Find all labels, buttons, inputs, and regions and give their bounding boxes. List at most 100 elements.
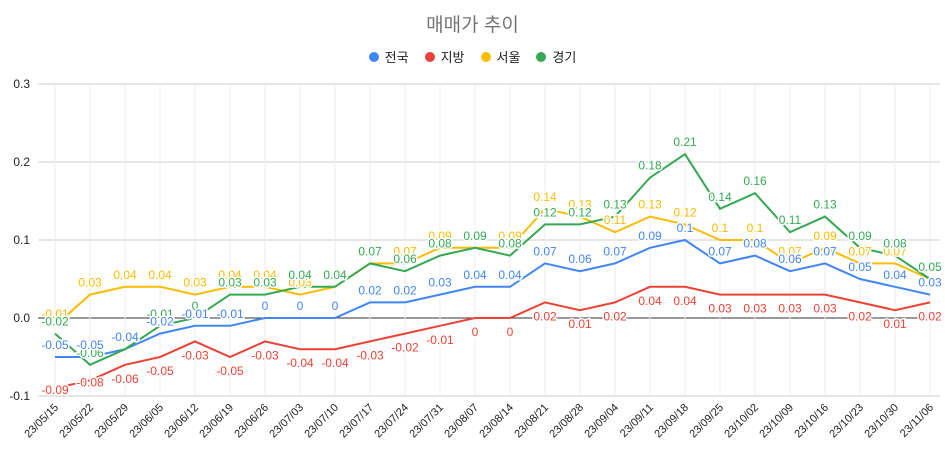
data-label: 0.1 [712, 221, 729, 235]
x-tick-label: 23/10/09 [757, 402, 796, 441]
data-label: -0.09 [41, 383, 69, 397]
data-label: -0.05 [41, 338, 69, 352]
data-label: 0.02 [393, 283, 417, 297]
legend-swatch [424, 51, 435, 62]
data-label: 0.03 [813, 302, 837, 316]
data-label: 0.04 [673, 294, 697, 308]
x-tick-label: 23/08/14 [477, 402, 516, 441]
x-tick-label: 23/05/22 [57, 402, 96, 441]
data-label: 0.02 [603, 309, 627, 323]
legend-swatch [480, 51, 491, 62]
data-label: -0.04 [321, 356, 349, 370]
legend-label: 지방 [440, 50, 465, 65]
data-label: 0.07 [358, 244, 382, 258]
data-label: -0.03 [251, 348, 279, 362]
data-label: -0.05 [146, 364, 174, 378]
data-label: 0.06 [393, 252, 417, 266]
data-label: 0.04 [883, 268, 907, 282]
data-label: -0.06 [76, 346, 104, 360]
data-label: -0.03 [356, 348, 384, 362]
data-label: -0.04 [286, 356, 314, 370]
x-tick-label: 23/06/26 [232, 402, 271, 441]
data-label: 0.04 [323, 268, 347, 282]
data-label: 0.04 [498, 268, 522, 282]
legend-item[interactable]: 경기 [536, 47, 576, 66]
data-label: -0.01 [146, 307, 174, 321]
data-label: 0.01 [568, 317, 592, 331]
data-label: 0.03 [218, 276, 242, 290]
series-line-지방 [54, 285, 931, 390]
data-label: 0 [297, 299, 304, 313]
x-tick-label: 23/10/02 [722, 402, 761, 441]
data-label: -0.02 [41, 315, 69, 329]
legend-label: 전국 [384, 50, 409, 65]
data-label: 0.09 [638, 229, 662, 243]
data-label: 0.04 [323, 268, 347, 282]
data-label: -0.02 [391, 341, 419, 355]
x-tick-label: 23/05/29 [92, 402, 131, 441]
legend-item[interactable]: 전국 [368, 47, 409, 66]
x-tick-label: 23/10/30 [862, 402, 901, 441]
data-label: 0.02 [358, 283, 382, 297]
y-tick-label: 0.0 [13, 311, 30, 325]
data-label: 0.11 [604, 213, 627, 227]
data-label: 0 [192, 299, 199, 313]
data-label: 0.06 [778, 252, 802, 266]
x-tick-label: 23/07/31 [407, 402, 446, 441]
legend-label: 서울 [496, 50, 521, 65]
data-label: 0.04 [288, 268, 312, 282]
data-label: 0.09 [463, 229, 487, 243]
data-label: -0.01 [426, 333, 454, 347]
data-label: 0.07 [883, 244, 907, 258]
x-tick-label: 23/09/18 [652, 402, 691, 441]
data-label: 0.14 [533, 190, 557, 204]
data-label: -0.08 [76, 375, 104, 389]
data-label: 0.09 [498, 229, 522, 243]
data-label: 0.04 [463, 268, 487, 282]
data-label: 0.03 [708, 302, 732, 316]
x-tick-label: 23/08/21 [512, 402, 551, 441]
data-label: 0.07 [708, 244, 732, 258]
data-label: 0.03 [183, 276, 207, 290]
data-label: 0.05 [848, 260, 872, 274]
data-label: 0.07 [533, 244, 557, 258]
data-label: 0.12 [568, 205, 592, 219]
data-label: 0.04 [253, 268, 277, 282]
data-label: 0.06 [568, 252, 592, 266]
data-label: 0.07 [358, 244, 382, 258]
data-label: 0.13 [603, 198, 627, 212]
x-tick-label: 23/08/07 [442, 402, 481, 441]
data-label: 0.12 [533, 205, 557, 219]
data-label: -0.01 [41, 307, 69, 321]
data-label: 0.04 [638, 294, 662, 308]
series-line-서울 [54, 207, 931, 327]
y-tick-label: 0.3 [13, 77, 30, 91]
legend-swatch [368, 51, 379, 62]
x-tick-label: 23/09/11 [618, 402, 656, 440]
x-tick-label: 23/07/03 [267, 402, 306, 441]
data-label: 0.03 [778, 302, 802, 316]
data-label: -0.05 [216, 364, 244, 378]
x-tick-label: 23/05/15 [22, 402, 61, 441]
data-label: -0.01 [181, 307, 209, 321]
data-label: 0.07 [393, 244, 417, 258]
data-label: 0.03 [428, 276, 452, 290]
data-label: 0.03 [743, 302, 767, 316]
y-tick-label: 0.2 [13, 155, 30, 169]
data-label: 0.07 [603, 244, 627, 258]
data-label: 0.09 [463, 229, 487, 243]
data-label: 0.04 [148, 268, 172, 282]
x-tick-label: 23/07/17 [337, 402, 376, 441]
x-tick-label: 23/07/24 [372, 402, 411, 441]
data-label: 0.13 [638, 198, 662, 212]
data-label: 0.05 [918, 260, 942, 274]
data-label: 0 [507, 325, 514, 339]
data-label: 0.21 [673, 135, 697, 149]
x-tick-label: 23/10/23 [827, 402, 866, 441]
legend-item[interactable]: 지방 [424, 47, 465, 66]
legend-item[interactable]: 서울 [480, 47, 521, 66]
data-label: 0.04 [218, 268, 242, 282]
x-tick-label: 23/09/04 [582, 402, 621, 441]
